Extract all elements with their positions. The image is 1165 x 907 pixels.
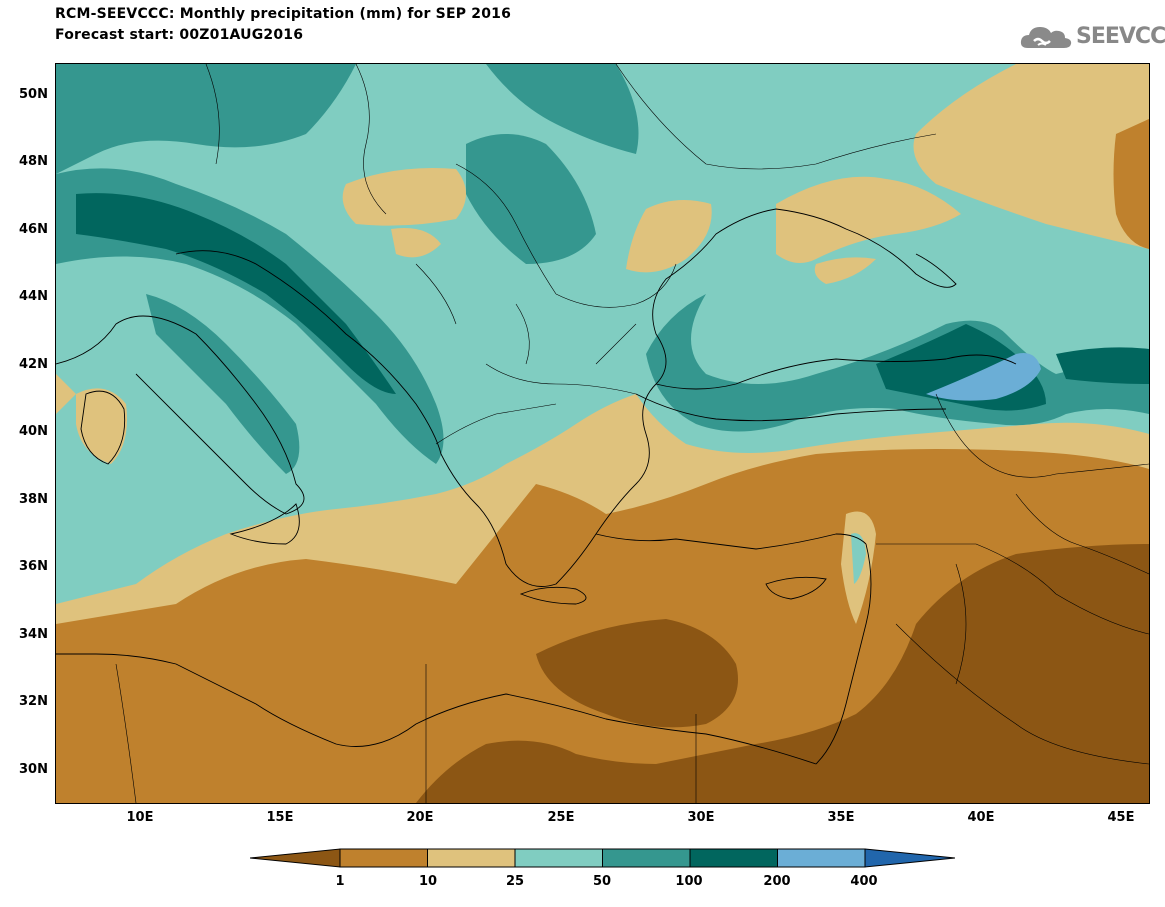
precipitation-map: [55, 63, 1150, 804]
map-canvas: [56, 64, 1149, 803]
legend-color-cell-5: [689, 848, 778, 868]
seevccc-logo: SEEVCCC: [1018, 20, 1165, 56]
cloud-icon: [1020, 27, 1072, 48]
precip-zone-10-25: [342, 168, 466, 226]
lat-label-50n: 50N: [19, 87, 48, 102]
precip-zone-50-100: [146, 294, 300, 474]
precip-zone-10-25: [814, 257, 876, 284]
precip-zone-100-200: [76, 193, 396, 394]
precip-zone-10-25: [76, 388, 127, 464]
precip-zone-100-200: [1056, 347, 1149, 384]
precip-zone-10-25: [913, 64, 1149, 249]
lat-label-44n: 44N: [19, 289, 48, 304]
lat-label-32n: 32N: [19, 694, 48, 709]
legend-label-400: 400: [850, 874, 878, 889]
legend-color-cell-4: [602, 848, 691, 868]
legend-label-50: 50: [592, 874, 612, 889]
lon-label-15e: 15E: [266, 810, 294, 825]
lat-label-42n: 42N: [19, 357, 48, 372]
precip-zone-1-10: [1113, 119, 1149, 249]
lat-label-30n: 30N: [19, 762, 48, 777]
legend-label-200: 200: [763, 874, 791, 889]
lon-label-20e: 20E: [406, 810, 434, 825]
precip-zone-10-25: [776, 176, 961, 263]
precip-zone-50-100: [56, 64, 356, 174]
precip-zone-below-1: [416, 544, 1149, 803]
country-borders: [115, 64, 1149, 803]
legend-color-below-1: [250, 848, 341, 868]
legend-label-100: 100: [675, 874, 703, 889]
legend-label-10: 10: [418, 874, 438, 889]
precip-zone-200-400: [926, 353, 1041, 401]
lon-label-40e: 40E: [967, 810, 995, 825]
map-title: RCM-SEEVCCC: Monthly precipitation (mm) …: [55, 6, 512, 22]
legend-color-cell-1: [339, 848, 428, 868]
precip-zone-50-100: [466, 134, 596, 264]
lat-label-48n: 48N: [19, 154, 48, 169]
lat-label-34n: 34N: [19, 627, 48, 642]
precip-zone-10-25: [56, 374, 76, 414]
lon-label-10e: 10E: [126, 810, 154, 825]
lon-label-45e: 45E: [1107, 810, 1135, 825]
logo-text: SEEVCCC: [1076, 24, 1165, 49]
precip-zone-10-25: [391, 228, 441, 258]
precip-zone-50-100: [486, 64, 639, 154]
coastlines: [56, 208, 1017, 765]
lon-label-35e: 35E: [827, 810, 855, 825]
lat-label-40n: 40N: [19, 424, 48, 439]
forecast-start-subtitle: Forecast start: 00Z01AUG2016: [55, 27, 304, 43]
precip-zone-10-25: [626, 200, 712, 273]
lon-label-30e: 30E: [687, 810, 715, 825]
precip-zone-25-50: [851, 533, 866, 584]
precip-zone-below-1: [536, 619, 738, 728]
lon-label-25e: 25E: [547, 810, 575, 825]
legend-color-above-400: [864, 848, 955, 868]
lat-label-36n: 36N: [19, 559, 48, 574]
legend-color-cell-3: [514, 848, 603, 868]
legend-label-25: 25: [505, 874, 525, 889]
color-legend: [250, 848, 955, 868]
lat-label-38n: 38N: [19, 492, 48, 507]
lat-label-46n: 46N: [19, 222, 48, 237]
legend-color-cell-6: [777, 848, 866, 868]
legend-color-cell-2: [427, 848, 516, 868]
legend-label-1: 1: [335, 874, 345, 889]
